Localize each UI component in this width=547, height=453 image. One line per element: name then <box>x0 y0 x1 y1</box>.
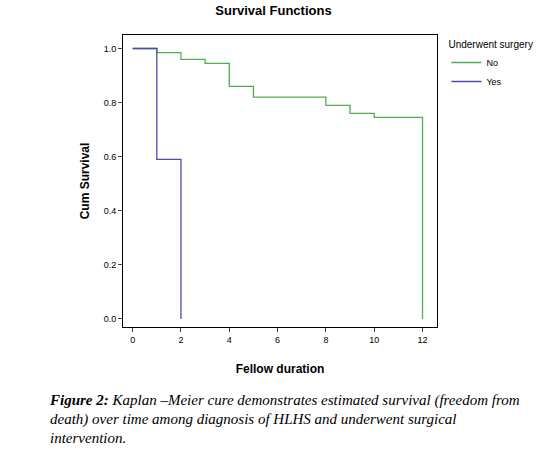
svg-text:0: 0 <box>130 335 135 345</box>
html-text:Figure 2: Kaplan –Meier cure d: Figure 2: Kaplan –Meier cure demonstrate… <box>50 392 520 446</box>
svg-text:10: 10 <box>369 335 379 345</box>
svg-text:No: No <box>486 58 498 68</box>
svg-text:Fellow duration: Fellow duration <box>236 362 325 376</box>
svg-text:Cum Survival: Cum Survival <box>78 143 92 220</box>
svg-text:0.4: 0.4 <box>104 206 117 216</box>
svg-text:6: 6 <box>275 335 280 345</box>
svg-text:2: 2 <box>178 335 183 345</box>
svg-text:12: 12 <box>418 335 428 345</box>
svg-text:1.0: 1.0 <box>104 44 117 54</box>
svg-text:0.8: 0.8 <box>104 98 117 108</box>
svg-text:0.2: 0.2 <box>104 260 117 270</box>
svg-text:Yes: Yes <box>486 77 501 87</box>
svg-text:8: 8 <box>323 335 328 345</box>
svg-text:0.0: 0.0 <box>104 314 117 324</box>
svg-text:4: 4 <box>227 335 232 345</box>
svg-text:Survival Functions: Survival Functions <box>215 3 331 18</box>
svg-text:Underwent surgery: Underwent surgery <box>448 39 532 50</box>
svg-text:0.6: 0.6 <box>104 152 117 162</box>
